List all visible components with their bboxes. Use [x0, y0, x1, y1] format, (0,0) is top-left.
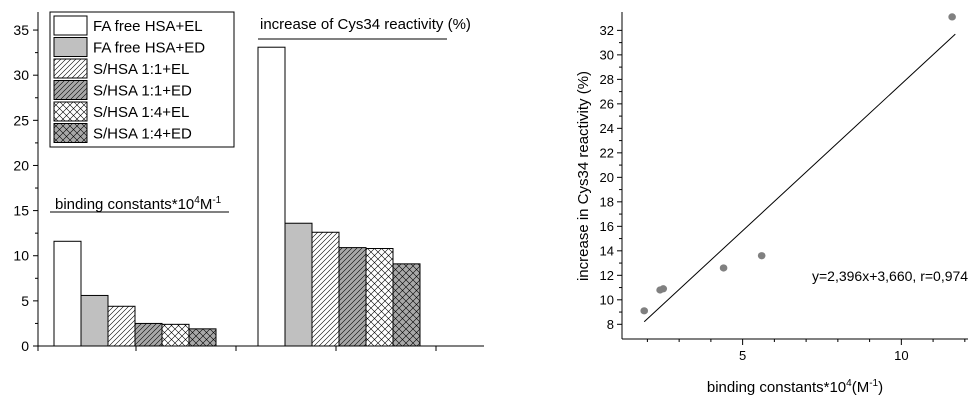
scatter-point	[640, 307, 649, 315]
legend-label: S/HSA 1:4+EL	[93, 104, 189, 121]
legend-swatch-hatch	[54, 80, 87, 100]
scatter-x-tick-label: 10	[894, 348, 908, 363]
legend-swatch-outline	[53, 80, 88, 100]
legend: FA free HSA+EL FA free HSA+ED S/HSA 1:1+EL…	[49, 11, 235, 148]
scatter-y-axis-label: increase in Cys34 reactivity (%)	[575, 71, 592, 281]
bar-y-tick-label: 35	[13, 22, 29, 38]
group-label-binding-sup1: 4	[194, 195, 200, 206]
legend-swatch-outline	[53, 37, 88, 57]
legend-swatch-hatch	[54, 102, 87, 121]
scatter-x-label-sup2: -1	[869, 378, 878, 389]
scatter-y-tick-label: 12	[600, 268, 614, 283]
scatter-y-tick-label: 18	[600, 194, 614, 209]
group-label-binding-base: binding constants*10	[55, 196, 194, 213]
scatter-point	[719, 264, 728, 272]
scatter-point	[757, 252, 766, 260]
bar-hatch	[366, 248, 393, 346]
scatter-y-tick-label: 26	[600, 96, 614, 111]
bar-hatch	[108, 306, 135, 346]
bar	[81, 295, 108, 346]
scatter-x-label-rest: (M	[852, 379, 870, 396]
bar-outline	[188, 328, 217, 347]
bar	[54, 241, 81, 346]
scatter-point	[659, 285, 668, 293]
bar	[258, 47, 285, 346]
bar-outline	[392, 263, 421, 347]
bar	[285, 223, 312, 346]
regression-line	[643, 33, 956, 323]
scatter-y-tick-label: 16	[600, 219, 614, 234]
bar-hatch	[339, 247, 366, 346]
legend-swatch-outline	[53, 15, 88, 36]
group-label-cys34-text: increase of Cys34 reactivity (%)	[260, 16, 471, 33]
regression-annotation: y=2,396x+3,660, r=0,974	[812, 268, 968, 284]
legend-label: S/HSA 1:1+ED	[93, 83, 192, 100]
legend-label: S/HSA 1:1+EL	[93, 61, 189, 78]
svg-text:binding constants*104M-1: binding constants*104M-1	[55, 195, 222, 213]
bar-hatch	[393, 263, 420, 346]
bar-y-tick-label: 15	[13, 203, 29, 219]
bar-outline	[257, 46, 286, 347]
scatter-y-tick-label: 8	[607, 317, 614, 332]
legend-swatch-outline	[53, 101, 88, 122]
legend-label: FA free HSA+EL	[93, 18, 203, 35]
legend-swatch-outline	[53, 123, 88, 143]
group-label-binding: binding constants*104M-1	[50, 195, 229, 213]
scatter-y-tick-label: 20	[600, 170, 614, 185]
legend-swatch	[54, 37, 87, 57]
bar-outline	[53, 240, 82, 347]
scatter-y-tick-label: 24	[600, 121, 614, 136]
scatter-y-tick-label: 10	[600, 292, 614, 307]
scatter-x-tick-label: 5	[739, 348, 746, 363]
bar-y-tick-label: 0	[21, 338, 29, 354]
scatter-x-axis-label: binding constants*104(M-1)	[707, 378, 883, 396]
legend-swatch	[54, 16, 87, 35]
scatter-point	[948, 13, 956, 21]
bar-hatch	[189, 328, 216, 346]
scatter-x-label-end: )	[878, 379, 883, 396]
legend-swatch-hatch	[54, 59, 87, 78]
scatter-y-tick-label: 14	[600, 243, 614, 258]
bar-y-tick-label: 10	[13, 248, 29, 264]
group-label-cys34: increase of Cys34 reactivity (%)	[258, 16, 471, 40]
scatter-x-label-base: binding constants*10	[707, 379, 846, 396]
group-label-binding-mid: M	[200, 196, 213, 213]
scatter-y-tick-label: 22	[600, 145, 614, 160]
scatter-y-tick-label: 28	[600, 72, 614, 87]
bar-hatch	[135, 323, 162, 346]
scatter-y-tick-label: 30	[600, 47, 614, 62]
legend-swatch-outline	[53, 58, 88, 79]
bar-y-tick-label: 25	[13, 112, 29, 128]
bar-hatch	[312, 232, 339, 346]
bar-y-tick-label: 20	[13, 157, 29, 173]
bar-y-tick-label: 30	[13, 67, 29, 83]
legend-label: S/HSA 1:4+ED	[93, 126, 192, 143]
scatter-y-tick-label: 32	[600, 23, 614, 38]
bar-y-tick-label: 5	[21, 293, 29, 309]
scatter-x-label-sup: 4	[846, 378, 852, 389]
bar-hatch	[162, 324, 189, 346]
legend-swatch-hatch	[54, 123, 87, 143]
group-label-binding-sup2: -1	[212, 195, 221, 206]
scatter-chart: 8 10 12 14 16 18 20 22 24 26 28 30 32 5 10 y=2,396x+3…	[575, 12, 968, 396]
legend-label: FA free HSA+ED	[93, 40, 205, 57]
